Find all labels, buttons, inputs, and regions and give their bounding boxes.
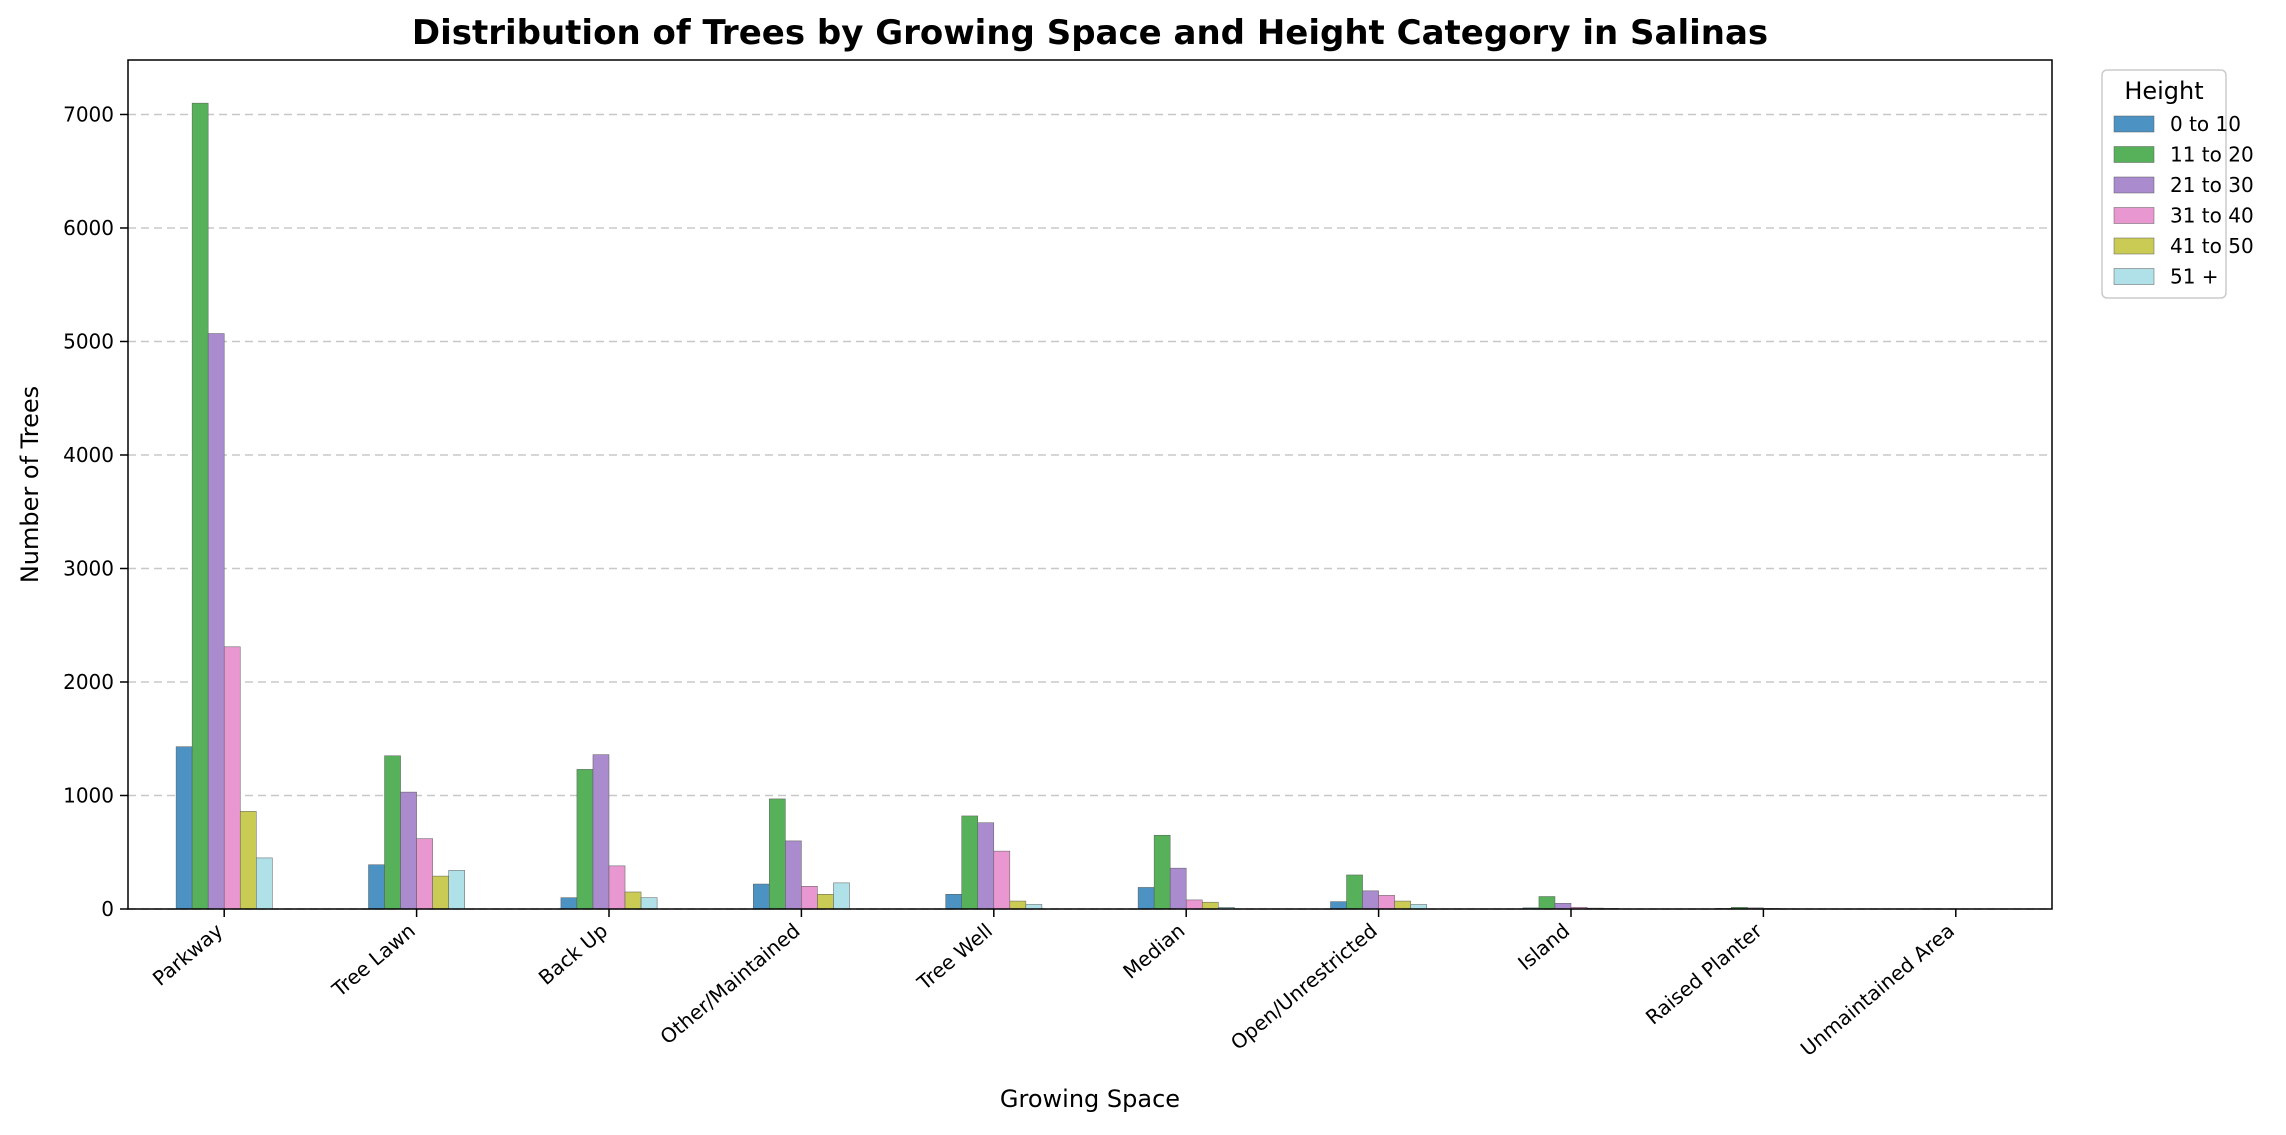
legend-swatch: [2114, 116, 2154, 132]
bar: [1555, 903, 1571, 909]
bar: [385, 756, 401, 909]
legend-label: 51 +: [2170, 265, 2219, 289]
y-tick-label: 0: [101, 897, 114, 921]
y-tick-label: 1000: [63, 783, 114, 807]
bar: [625, 892, 641, 909]
bar: [240, 811, 256, 909]
bar: [1363, 891, 1379, 909]
plot-frame: [128, 60, 2052, 909]
x-tick-label: Back Up: [534, 918, 612, 989]
x-tick-label: Tree Lawn: [327, 918, 420, 1002]
y-tick-label: 5000: [63, 329, 114, 353]
bar: [769, 799, 785, 909]
legend-swatch: [2114, 208, 2154, 224]
legend-swatch: [2114, 177, 2154, 193]
x-axis-ticks: Parkway Tree Lawn Back Up Other/Maintained T…: [148, 909, 1959, 1061]
bar: [946, 894, 962, 909]
bar: [833, 883, 849, 909]
legend-label: 11 to 20: [2170, 143, 2254, 167]
y-axis-ticks: 0 1000 2000 3000 4000 5000 6000 7000: [63, 102, 128, 921]
legend-swatch: [2114, 147, 2154, 163]
legend-label: 31 to 40: [2170, 204, 2254, 228]
bar: [1395, 901, 1411, 909]
bar: [449, 870, 465, 909]
bar: [1347, 875, 1363, 909]
bar: [753, 884, 769, 909]
x-tick-label: Parkway: [148, 918, 228, 990]
bar: [433, 876, 449, 909]
x-tick-label: Other/Maintained: [655, 918, 804, 1049]
bar: [256, 858, 272, 909]
y-tick-label: 7000: [63, 102, 114, 126]
bar: [1186, 900, 1202, 909]
bar: [1379, 895, 1395, 909]
bar: [208, 334, 224, 909]
y-tick-label: 3000: [63, 556, 114, 580]
bar: [176, 747, 192, 909]
grid-lines: [128, 114, 2052, 909]
x-tick-label: Raised Planter: [1641, 918, 1767, 1029]
bar: [192, 103, 208, 909]
bar: [994, 851, 1010, 909]
bar: [1202, 902, 1218, 909]
bars: [176, 103, 2004, 909]
x-tick-label: Open/Unrestricted: [1226, 918, 1382, 1054]
legend-label: 0 to 10: [2170, 112, 2241, 136]
legend: Height 0 to 10 11 to 20 21 to 30 31 to 40 41…: [2102, 70, 2254, 298]
x-tick-label: Island: [1513, 918, 1574, 975]
bar: [369, 865, 385, 909]
x-axis-label: Growing Space: [1000, 1085, 1180, 1113]
bar: [561, 898, 577, 909]
y-tick-label: 4000: [63, 443, 114, 467]
bar: [817, 894, 833, 909]
bar: [1331, 902, 1347, 909]
x-tick-label: Unmaintained Area: [1796, 918, 1959, 1060]
legend-swatch: [2114, 269, 2154, 285]
bar: [1010, 901, 1026, 909]
bar: [641, 898, 657, 909]
x-tick-label: Tree Well: [912, 918, 997, 995]
bar: [1154, 835, 1170, 909]
bar: [577, 769, 593, 909]
y-axis-label: Number of Trees: [16, 386, 44, 583]
bar: [1138, 887, 1154, 909]
legend-label: 21 to 30: [2170, 173, 2254, 197]
y-tick-label: 2000: [63, 670, 114, 694]
legend-swatch: [2114, 238, 2154, 254]
legend-title: Height: [2124, 77, 2203, 105]
bar: [224, 647, 240, 909]
x-tick-label: Median: [1118, 918, 1189, 983]
bar: [401, 792, 417, 909]
legend-label: 41 to 50: [2170, 234, 2254, 258]
bar: [1539, 897, 1555, 909]
bar: [593, 755, 609, 909]
y-tick-label: 6000: [63, 216, 114, 240]
bar: [1170, 868, 1186, 909]
bar: [417, 839, 433, 909]
bar: [978, 823, 994, 909]
chart-title: Distribution of Trees by Growing Space a…: [412, 13, 1768, 53]
bar: [962, 816, 978, 909]
bar: [785, 841, 801, 909]
bar: [609, 866, 625, 909]
bar: [801, 886, 817, 909]
